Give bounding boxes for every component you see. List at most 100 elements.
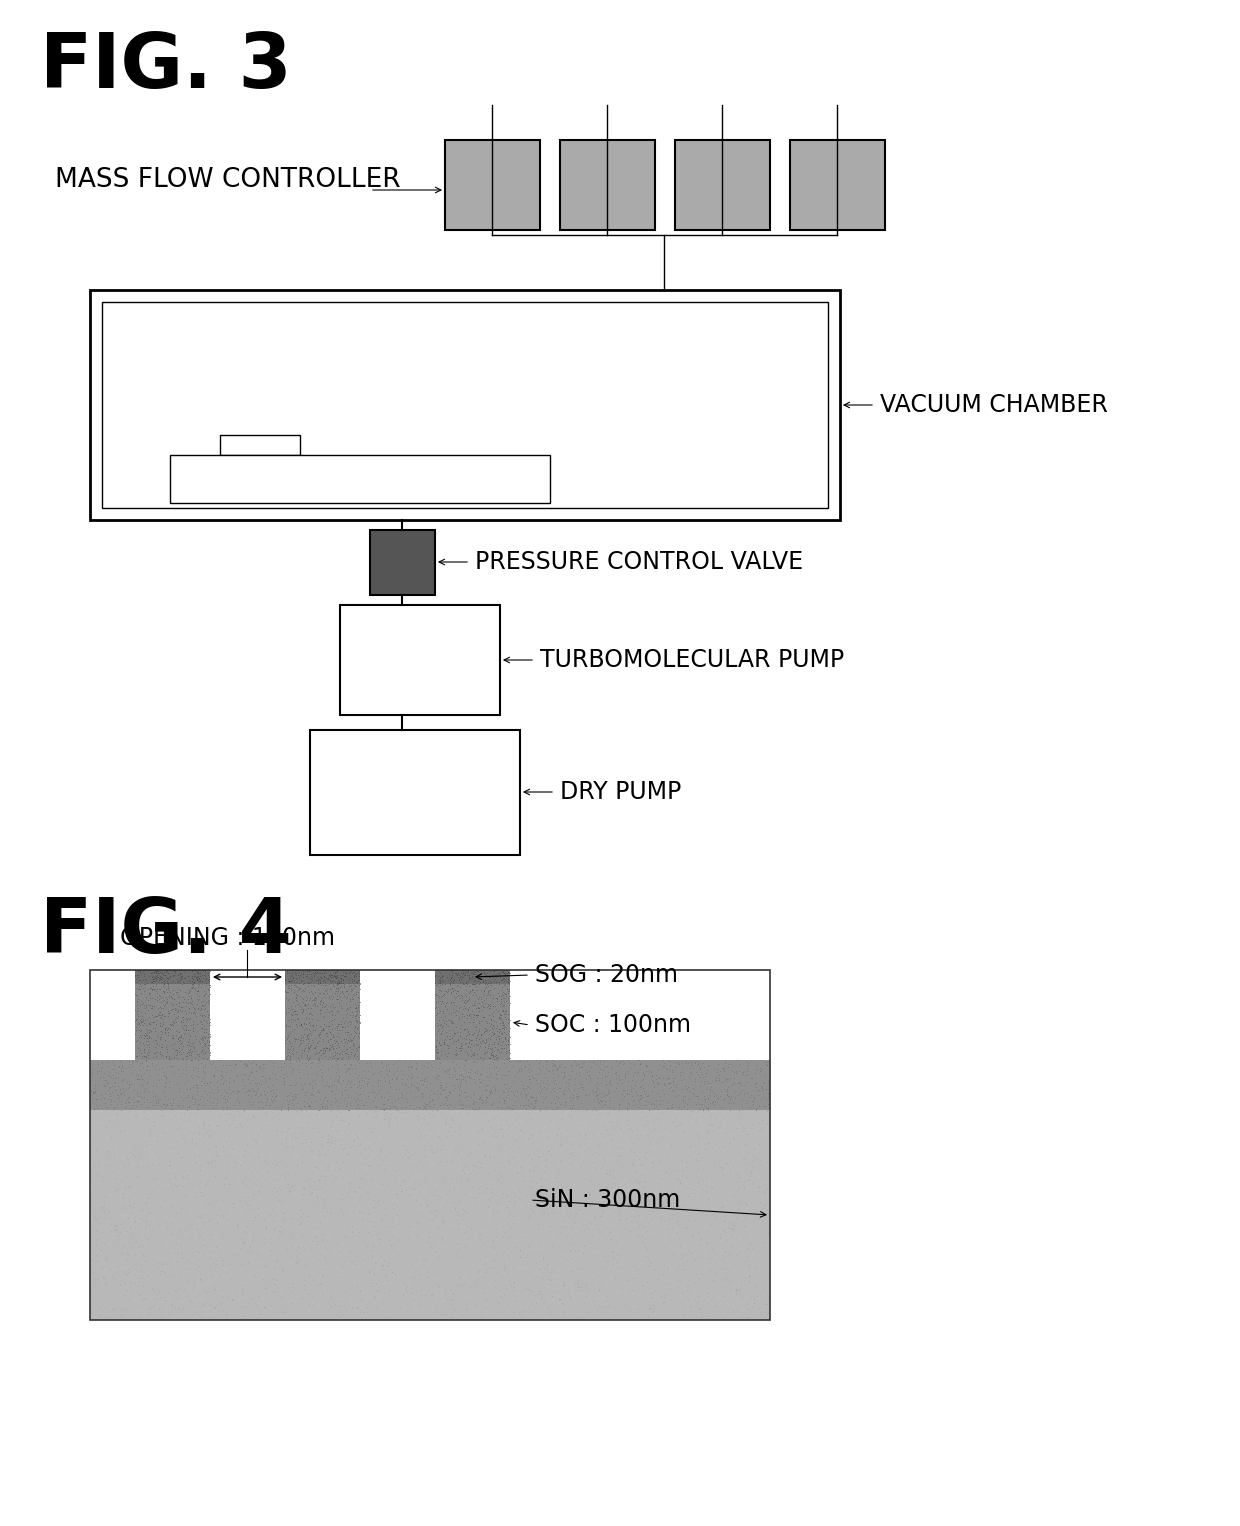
Point <box>713 1195 733 1219</box>
Point <box>128 1067 148 1091</box>
Point <box>347 1296 367 1320</box>
Point <box>151 1067 171 1091</box>
Point <box>167 1117 187 1141</box>
Point <box>450 1073 470 1097</box>
Point <box>124 1244 144 1268</box>
Point <box>386 1094 405 1119</box>
Point <box>658 1228 678 1253</box>
Point <box>238 1209 258 1233</box>
Point <box>112 1056 131 1080</box>
Point <box>291 1196 311 1221</box>
Point <box>678 1143 698 1167</box>
Point <box>136 1216 156 1241</box>
Point <box>642 1282 662 1306</box>
Point <box>241 1083 260 1108</box>
Point <box>255 1254 275 1279</box>
Point <box>341 1074 361 1099</box>
Point <box>197 1120 217 1144</box>
Point <box>370 1114 389 1138</box>
Point <box>160 963 180 987</box>
Point <box>286 986 306 1010</box>
Point <box>200 1021 219 1045</box>
Point <box>730 1254 750 1279</box>
Point <box>621 1277 641 1302</box>
Point <box>253 1286 273 1311</box>
Point <box>577 1271 596 1296</box>
Point <box>327 1012 347 1036</box>
Point <box>289 1035 309 1059</box>
Point <box>735 1207 755 1231</box>
Point <box>742 1160 761 1184</box>
Point <box>346 1021 366 1045</box>
Point <box>727 1048 746 1073</box>
Point <box>472 1047 492 1071</box>
Point <box>202 1125 222 1149</box>
Point <box>272 1233 291 1257</box>
Point <box>438 1181 458 1206</box>
Point <box>326 1074 346 1099</box>
Point <box>610 1067 630 1091</box>
Point <box>522 1233 542 1257</box>
Point <box>206 1231 226 1256</box>
Point <box>663 1134 683 1158</box>
Point <box>272 1097 291 1122</box>
Point <box>243 1050 263 1074</box>
Point <box>149 977 169 1001</box>
Point <box>299 1158 319 1183</box>
Point <box>156 1204 176 1228</box>
Point <box>201 1285 221 1309</box>
Point <box>541 1303 560 1328</box>
Point <box>604 1141 624 1166</box>
Point <box>709 1122 729 1146</box>
Point <box>123 1048 143 1073</box>
Point <box>371 1137 391 1161</box>
Point <box>393 1282 413 1306</box>
Point <box>461 1181 481 1206</box>
Point <box>397 1276 417 1300</box>
Point <box>286 969 306 993</box>
Point <box>668 1189 688 1213</box>
Point <box>310 1273 330 1297</box>
Point <box>149 966 169 990</box>
Point <box>513 1175 533 1199</box>
Point <box>575 1058 595 1082</box>
Point <box>494 961 513 986</box>
Point <box>295 1102 315 1126</box>
Point <box>494 969 513 993</box>
Point <box>557 1126 577 1151</box>
Point <box>187 986 207 1010</box>
Point <box>311 1244 331 1268</box>
Point <box>188 1059 208 1083</box>
Point <box>246 1059 265 1083</box>
Point <box>485 1112 505 1137</box>
Point <box>134 1038 154 1062</box>
Point <box>298 1024 317 1048</box>
Point <box>131 1273 151 1297</box>
Point <box>340 960 360 984</box>
Point <box>144 1080 164 1105</box>
Point <box>569 1144 589 1169</box>
Point <box>461 1056 481 1080</box>
Point <box>108 1082 128 1106</box>
Point <box>486 1166 506 1190</box>
Point <box>689 1172 709 1196</box>
Point <box>465 1067 485 1091</box>
Point <box>306 986 326 1010</box>
Point <box>532 1166 552 1190</box>
Point <box>355 1300 374 1325</box>
Point <box>626 1141 646 1166</box>
Point <box>303 981 322 1006</box>
Point <box>692 1091 712 1116</box>
Point <box>559 1144 579 1169</box>
Point <box>606 1196 626 1221</box>
Point <box>725 1247 745 1271</box>
Point <box>751 1204 771 1228</box>
Point <box>739 1169 759 1193</box>
Point <box>238 1193 258 1218</box>
Point <box>357 1050 377 1074</box>
Point <box>195 1053 215 1077</box>
Point <box>688 1181 708 1206</box>
Point <box>195 1212 215 1236</box>
Point <box>166 1172 186 1196</box>
Point <box>591 1256 611 1280</box>
